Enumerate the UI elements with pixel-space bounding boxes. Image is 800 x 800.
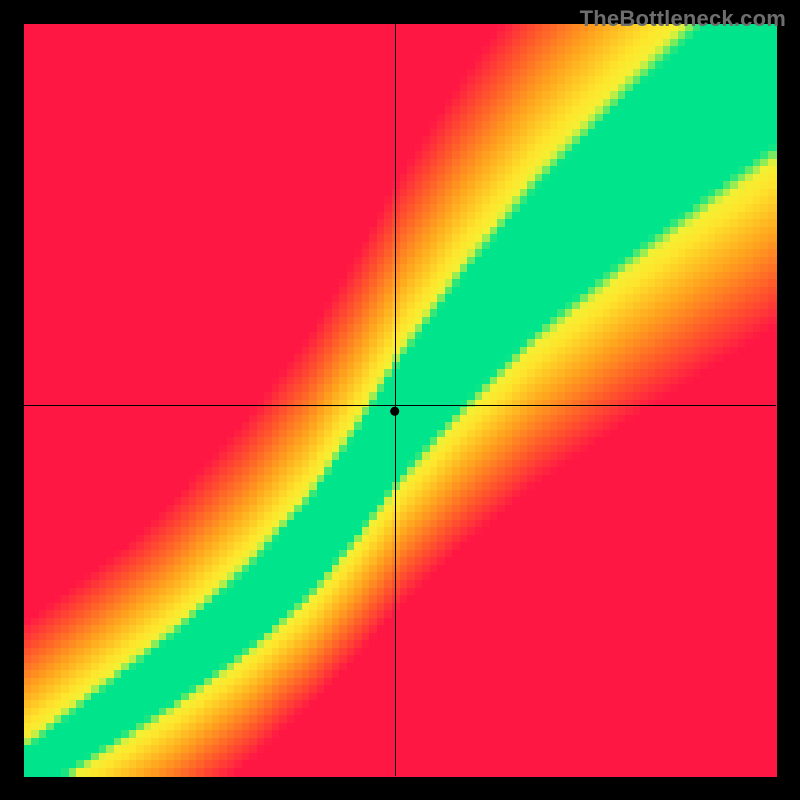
heatmap-canvas: [0, 0, 800, 800]
watermark-label: TheBottleneck.com: [580, 6, 786, 32]
bottleneck-heatmap-container: TheBottleneck.com: [0, 0, 800, 800]
